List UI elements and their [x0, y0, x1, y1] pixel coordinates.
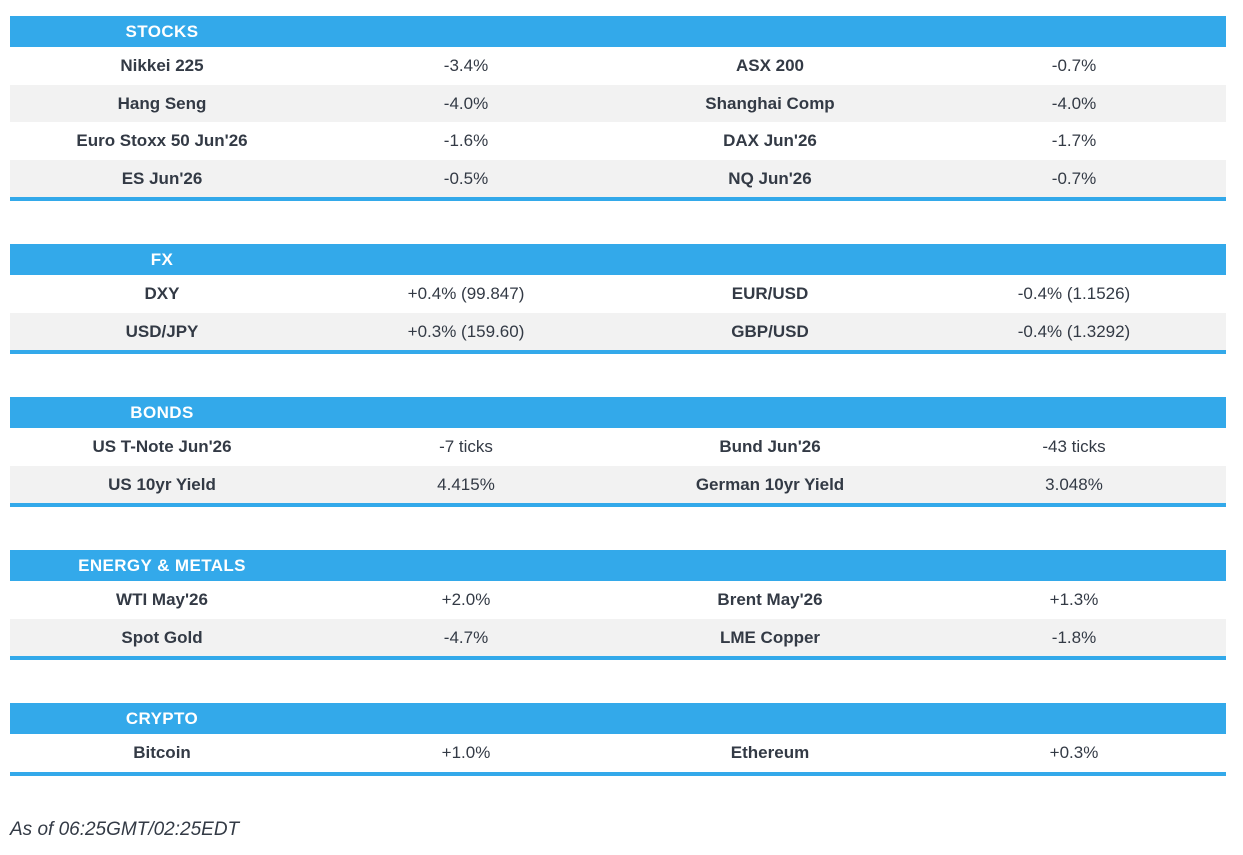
instrument-name: Euro Stoxx 50 Jun'26: [76, 131, 248, 151]
instrument-change: 4.415%: [437, 474, 495, 494]
instrument-name: Nikkei 225: [120, 56, 204, 76]
instrument-name: US T-Note Jun'26: [92, 437, 232, 457]
instrument-name: Ethereum: [730, 743, 810, 763]
section-fx: FX DXY +0.4% (99.847) EUR/USD -0.4% (1.1526)…: [10, 244, 1226, 354]
instrument-change: -7 ticks: [439, 437, 493, 457]
instrument-change: -0.7%: [1051, 56, 1097, 76]
instrument-name: LME Copper: [719, 627, 821, 647]
as-of-timestamp: As of 06:25GMT/02:25EDT: [10, 818, 240, 840]
instrument-name: Shanghai Comp: [705, 93, 835, 113]
instrument-name: USD/JPY: [125, 321, 199, 341]
instrument-change: -0.7%: [1051, 168, 1097, 188]
table-row: ES Jun'26 -0.5% NQ Jun'26 -0.7%: [10, 159, 1226, 197]
section-header: FX: [10, 244, 1226, 275]
instrument-change: 3.048%: [1045, 474, 1103, 494]
table-row: US 10yr Yield 4.415% German 10yr Yield 3.04…: [10, 465, 1226, 503]
instrument-name: DXY: [144, 284, 180, 304]
instrument-change: -1.6%: [443, 131, 489, 151]
instrument-name: GBP/USD: [731, 321, 809, 341]
instrument-name: German 10yr Yield: [695, 474, 845, 494]
table-row: USD/JPY +0.3% (159.60) GBP/USD -0.4% (1.329…: [10, 312, 1226, 350]
market-snapshot: STOCKS Nikkei 225 -3.4% ASX 200 -0.7% Hang Se…: [10, 16, 1226, 841]
instrument-change: -43 ticks: [1042, 437, 1106, 457]
instrument-change: +0.4% (99.847): [407, 284, 525, 304]
instrument-change: +0.3% (159.60): [407, 321, 525, 341]
table-row: DXY +0.4% (99.847) EUR/USD -0.4% (1.1526): [10, 275, 1226, 313]
instrument-change: +2.0%: [441, 590, 491, 610]
table-row: US T-Note Jun'26 -7 ticks Bund Jun'26 -43 t…: [10, 428, 1226, 466]
instrument-name: Hang Seng: [117, 93, 207, 113]
instrument-change: -0.5%: [443, 168, 489, 188]
instrument-change: -0.4% (1.1526): [1017, 284, 1131, 304]
instrument-change: -1.7%: [1051, 131, 1097, 151]
instrument-name: WTI May'26: [116, 590, 208, 610]
instrument-change: -4.7%: [443, 627, 489, 647]
section-title: STOCKS: [125, 21, 199, 41]
section-crypto: CRYPTO Bitcoin +1.0% Ethereum +0.3%: [10, 703, 1226, 776]
section-title: ENERGY & METALS: [78, 555, 246, 575]
table-row: Bitcoin +1.0% Ethereum +0.3%: [10, 734, 1226, 772]
sections-container: STOCKS Nikkei 225 -3.4% ASX 200 -0.7% Hang Se…: [10, 16, 1226, 776]
table-row: WTI May'26 +2.0% Brent May'26 +1.3%: [10, 581, 1226, 619]
table-row: Hang Seng -4.0% Shanghai Comp -4.0%: [10, 84, 1226, 122]
instrument-name: Brent May'26: [717, 590, 823, 610]
instrument-change: -4.0%: [443, 93, 489, 113]
instrument-change: +0.3%: [1049, 743, 1099, 763]
section-bonds: BONDS US T-Note Jun'26 -7 ticks Bund Jun'26…: [10, 397, 1226, 507]
instrument-name: Bitcoin: [133, 743, 191, 763]
instrument-change: -1.8%: [1051, 627, 1097, 647]
instrument-change: +1.0%: [441, 743, 491, 763]
instrument-change: +1.3%: [1049, 590, 1099, 610]
section-energy-metals: ENERGY & METALS WTI May'26 +2.0% Brent May'…: [10, 550, 1226, 660]
instrument-change: -3.4%: [443, 56, 489, 76]
instrument-name: DAX Jun'26: [723, 131, 817, 151]
instrument-name: US 10yr Yield: [108, 474, 216, 494]
instrument-change: -0.4% (1.3292): [1017, 321, 1131, 341]
table-row: Nikkei 225 -3.4% ASX 200 -0.7%: [10, 47, 1226, 85]
instrument-name: ES Jun'26: [121, 168, 203, 188]
section-header: STOCKS: [10, 16, 1226, 47]
instrument-name: ASX 200: [735, 56, 805, 76]
section-title: CRYPTO: [125, 708, 199, 728]
section-header: ENERGY & METALS: [10, 550, 1226, 581]
section-title: FX: [150, 249, 174, 269]
section-stocks: STOCKS Nikkei 225 -3.4% ASX 200 -0.7% Hang Se…: [10, 16, 1226, 201]
section-title: BONDS: [130, 402, 194, 422]
instrument-name: EUR/USD: [731, 284, 809, 304]
table-row: Euro Stoxx 50 Jun'26 -1.6% DAX Jun'26 -1.7%: [10, 122, 1226, 160]
table-row: Spot Gold -4.7% LME Copper -1.8%: [10, 618, 1226, 656]
instrument-change: -4.0%: [1051, 93, 1097, 113]
section-header: CRYPTO: [10, 703, 1226, 734]
instrument-name: Spot Gold: [121, 627, 203, 647]
instrument-name: NQ Jun'26: [728, 168, 812, 188]
section-header: BONDS: [10, 397, 1226, 428]
instrument-name: Bund Jun'26: [719, 437, 821, 457]
